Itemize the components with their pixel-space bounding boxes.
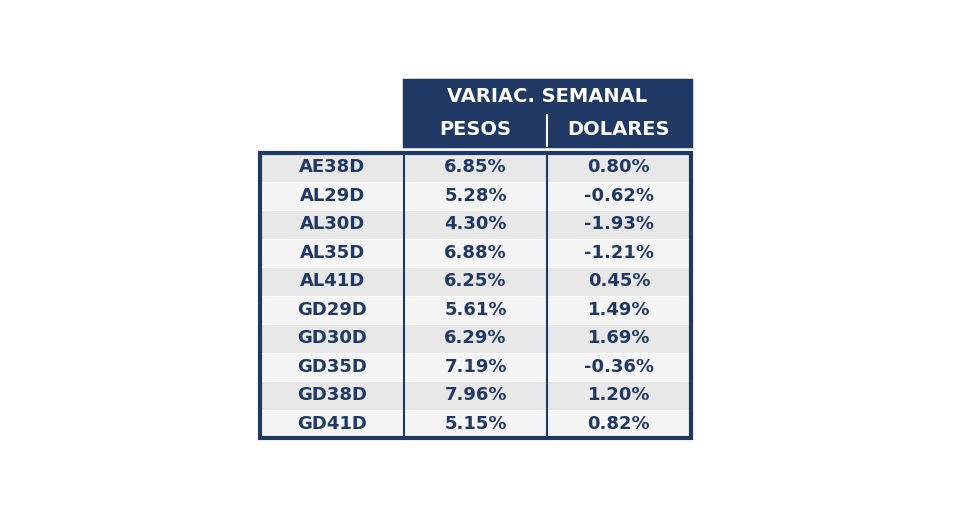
Text: -1.93%: -1.93% (584, 215, 654, 233)
Text: 6.88%: 6.88% (444, 244, 507, 262)
Text: PESOS: PESOS (439, 120, 512, 139)
Text: 5.28%: 5.28% (444, 187, 507, 205)
Text: 7.19%: 7.19% (444, 358, 507, 376)
Bar (261, 182, 691, 210)
Bar (261, 324, 691, 353)
Text: GD38D: GD38D (297, 386, 368, 405)
Text: 6.85%: 6.85% (444, 159, 507, 176)
Text: 0.82%: 0.82% (588, 415, 650, 433)
Text: 1.20%: 1.20% (588, 386, 650, 405)
Text: AL30D: AL30D (300, 215, 365, 233)
Bar (404, 80, 691, 113)
Bar (261, 296, 691, 324)
Text: AL29D: AL29D (300, 187, 365, 205)
Bar (261, 353, 691, 381)
Text: 0.45%: 0.45% (588, 272, 650, 291)
Text: 5.61%: 5.61% (444, 301, 507, 319)
Bar (404, 113, 691, 146)
Bar (261, 381, 691, 410)
Text: DOLARES: DOLARES (567, 120, 670, 139)
Text: 6.29%: 6.29% (444, 330, 507, 347)
Bar (261, 239, 691, 267)
Text: -0.62%: -0.62% (584, 187, 654, 205)
Bar (261, 153, 691, 182)
Text: GD30D: GD30D (297, 330, 368, 347)
Text: AE38D: AE38D (299, 159, 366, 176)
Text: GD41D: GD41D (297, 415, 368, 433)
Text: 1.69%: 1.69% (588, 330, 650, 347)
Text: VARIAC. SEMANAL: VARIAC. SEMANAL (447, 87, 647, 106)
Text: 7.96%: 7.96% (444, 386, 507, 405)
Bar (261, 153, 691, 438)
Bar (261, 267, 691, 296)
Text: 0.80%: 0.80% (588, 159, 650, 176)
Text: AL41D: AL41D (300, 272, 365, 291)
Text: 4.30%: 4.30% (444, 215, 507, 233)
Bar (261, 410, 691, 438)
Text: GD29D: GD29D (297, 301, 368, 319)
Text: AL35D: AL35D (300, 244, 365, 262)
Text: GD35D: GD35D (297, 358, 368, 376)
Text: 6.25%: 6.25% (444, 272, 507, 291)
Text: 5.15%: 5.15% (444, 415, 507, 433)
Bar (404, 80, 691, 146)
Bar (261, 210, 691, 239)
Text: -1.21%: -1.21% (584, 244, 654, 262)
Text: 1.49%: 1.49% (588, 301, 650, 319)
Text: -0.36%: -0.36% (584, 358, 654, 376)
